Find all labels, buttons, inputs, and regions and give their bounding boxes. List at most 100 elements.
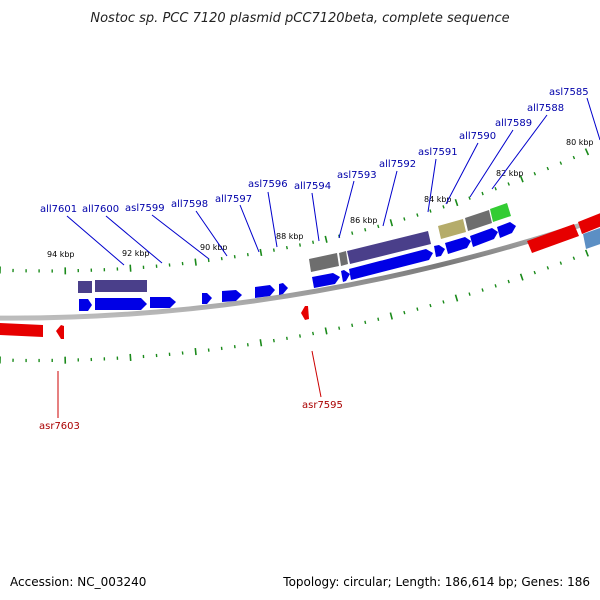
gene-label-all7589[interactable]: all7589 [495,118,532,129]
kbp-label-82: 82 kbp [496,169,524,178]
outer-ring-tick [259,248,263,257]
kbp-label-92: 92 kbp [122,249,150,258]
inner-ring-tick [351,323,354,328]
gene-arrow-all7594[interactable] [312,273,340,288]
outer-ring-tick [220,256,223,261]
gene-arrow-asr7586[interactable] [578,212,600,234]
inner-ring-tick [546,266,550,270]
gene-arrow-asl7596b[interactable] [279,283,288,295]
summary-text: Topology: circular; Length: 186,614 bp; … [282,575,590,589]
outer-ring-tick [233,254,236,259]
gene-arrow-asr7587[interactable] [527,224,579,253]
outer-ring-tick [559,161,563,165]
gene-arrow-asr7604[interactable] [0,323,43,337]
gene-arrow-all7597[interactable] [222,290,242,302]
inner-ring-tick [468,292,471,296]
gene-arrow-all7589[interactable] [470,228,498,247]
gene-arrow-asl7599[interactable] [150,297,176,308]
outer-ring-tick [533,172,537,176]
kbp-label-80: 80 kbp [566,138,594,147]
cog-bars [78,203,600,293]
cog-bar-all7600[interactable] [95,280,147,292]
inner-ring-tick [299,334,301,338]
inner-ring-tick [272,338,275,343]
inner-ring-tick [519,273,524,281]
gene-arrow-asr7603[interactable] [56,325,64,339]
outer-ring-tick [584,148,590,156]
inner-ring-tick [454,294,459,302]
outer-ring-tick [519,175,524,183]
inner-ring-tick [403,310,406,315]
kbp-labels: 94 kbp 92 kbp 90 kbp 88 kbp 86 kbp 84 kb… [47,138,594,259]
inner-ring-tick [584,249,589,257]
outer-ring-tick [429,209,432,213]
outer-ring-tick [246,252,249,257]
inner-ring-tick [442,300,445,304]
outer-ring-tick [312,240,315,244]
cog-bar-asl7585[interactable] [583,227,600,249]
cog-bar-asl7593[interactable] [339,251,348,266]
cog-bar-all7594[interactable] [309,253,339,272]
outer-ring-tick [481,191,484,196]
gene-label-asl7596[interactable]: asl7596 [248,179,288,190]
outer-ring-tick [364,228,367,232]
gene-arrow-all7600[interactable] [95,298,147,310]
kbp-label-86: 86 kbp [350,216,378,225]
gene-label-asl7599[interactable]: asl7599 [125,203,165,214]
gene-arrow-all7588[interactable] [497,222,516,238]
kbp-label-90: 90 kbp [200,243,228,252]
inner-ring-tick [246,343,249,347]
outer-ring-tick [389,219,394,227]
gene-label-all7590[interactable]: all7590 [459,131,496,142]
kbp-label-84: 84 kbp [424,195,452,204]
gene-label-all7594[interactable]: all7594 [294,181,331,192]
gene-label-asl7585[interactable]: asl7585 [549,87,589,98]
leader-lines [57,97,600,418]
gene-arrow-all7598[interactable] [202,293,212,304]
inner-ring-tick [194,348,197,356]
outer-ring-tick [494,187,497,191]
inner-ring-tick [507,279,510,284]
cog-bar-all7588[interactable] [490,203,511,222]
gene-label-all7600[interactable]: all7600 [82,204,119,215]
inner-ring-tick [559,261,563,265]
gene-arrow-all7592[interactable] [349,249,433,280]
gene-arrow-all7601[interactable] [79,299,92,311]
gene-label-all7588[interactable]: all7588 [527,103,564,114]
gene-label-all7598[interactable]: all7598 [171,199,208,210]
gene-arrow-asr7595[interactable] [301,306,309,320]
inner-ring-tick [286,336,288,341]
gene-arrow-asl7596[interactable] [255,285,275,298]
kbp-label-88: 88 kbp [276,232,304,241]
inner-ring-tick [129,353,132,361]
outer-ring-tick [572,155,576,160]
gene-label-asr7603[interactable]: asr7603 [39,421,80,432]
inner-ring-tick [377,317,380,321]
gene-arrow-asl7593[interactable] [341,270,350,282]
outer-ring-tick [416,213,419,217]
outer-ring-tick [324,235,328,243]
cog-bar-all7589[interactable] [465,210,492,231]
inner-ring-tick [312,331,315,336]
gene-label-asl7591[interactable]: asl7591 [418,147,458,158]
gene-arrow-asl7591[interactable] [434,245,445,257]
outer-ring-tick [377,224,380,229]
gene-label-asr7595[interactable]: asr7595 [302,400,343,411]
inner-ring-tick [389,312,393,320]
inner-ring-tick [324,327,328,335]
inner-ring-tick [533,270,536,275]
inner-ring-tick [259,339,263,347]
cog-bar-all7592[interactable] [347,231,431,264]
cog-bar-all7590[interactable] [438,219,466,239]
outer-ring-tick [129,264,132,272]
gene-label-all7597[interactable]: all7597 [215,194,252,205]
outer-ring-tick [468,196,471,200]
gene-arrow-all7590[interactable] [445,237,471,254]
gene-label-all7601[interactable]: all7601 [40,204,77,215]
tick-rings [0,148,590,364]
gene-label-asl7593[interactable]: asl7593 [337,170,377,181]
kbp-label-94: 94 kbp [47,250,75,259]
cog-bar-all7601[interactable] [78,281,92,293]
gene-label-all7592[interactable]: all7592 [379,159,416,170]
